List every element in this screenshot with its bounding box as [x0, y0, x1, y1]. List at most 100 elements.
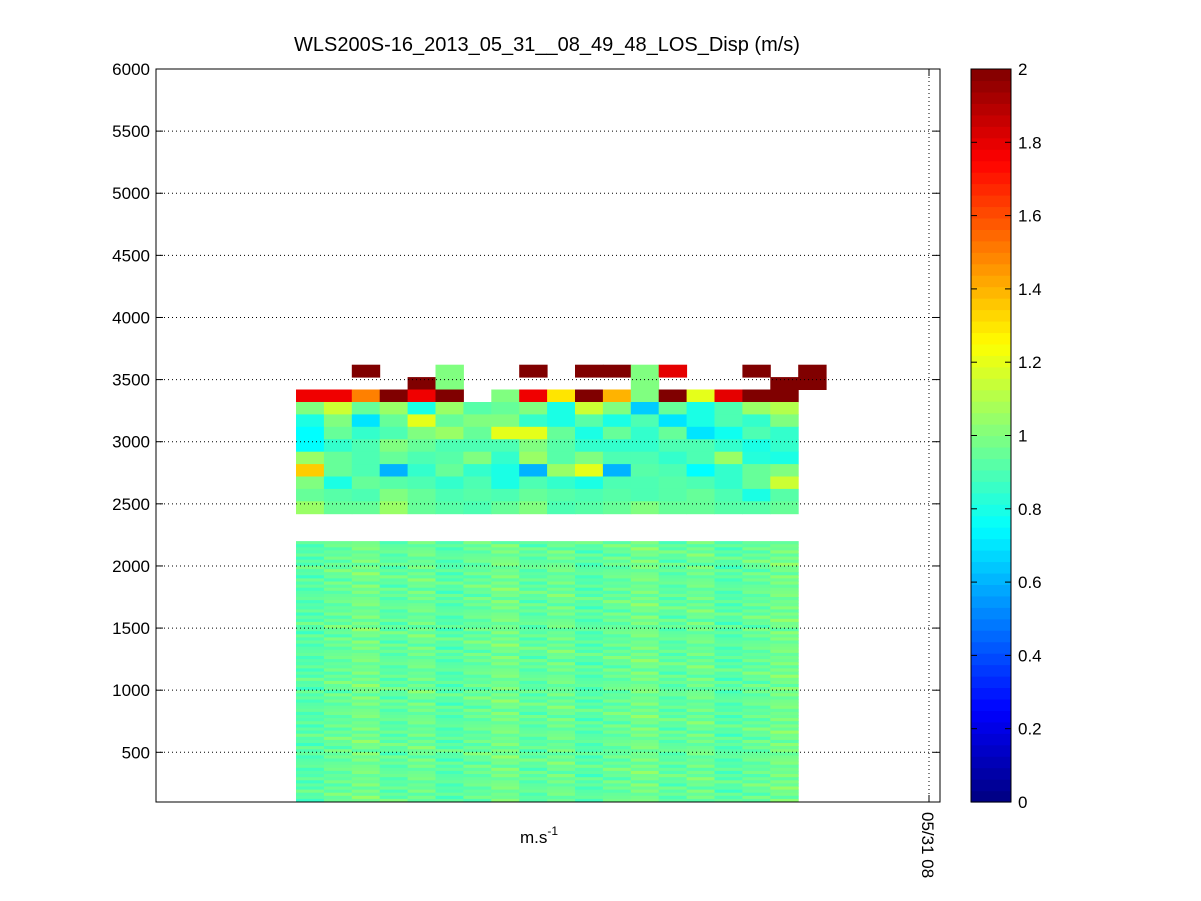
heatmap-cell — [435, 777, 464, 781]
heatmap-cell — [686, 615, 715, 620]
heatmap-cell — [463, 464, 492, 477]
heatmap-cell — [296, 587, 325, 592]
heatmap-cell — [686, 556, 715, 561]
heatmap-cell — [407, 389, 436, 403]
heatmap-cell — [658, 690, 688, 694]
heatmap-cell — [575, 730, 604, 735]
heatmap-cell — [351, 587, 381, 592]
heatmap-cell — [686, 621, 715, 626]
heatmap-cell — [519, 702, 548, 707]
heatmap-cell — [630, 702, 660, 707]
heatmap-cell — [379, 389, 409, 403]
heatmap-cell — [491, 476, 520, 490]
heatmap-cell — [602, 715, 632, 719]
heatmap-cell — [463, 736, 492, 741]
heatmap-cell — [770, 587, 799, 592]
heatmap-cell — [658, 643, 688, 648]
heatmap-cell — [714, 652, 743, 657]
heatmap-cell — [491, 677, 520, 682]
colorbar-segment — [971, 492, 1011, 505]
heatmap-cell — [602, 786, 632, 791]
heatmap-cell — [323, 708, 353, 713]
heatmap-cell — [379, 795, 409, 800]
heatmap-cell — [575, 721, 604, 725]
heatmap-cell — [742, 451, 771, 465]
heatmap-cell — [491, 674, 520, 679]
colorbar-segment — [971, 790, 1011, 803]
heatmap-cell — [519, 789, 548, 794]
heatmap-cell — [770, 786, 799, 791]
heatmap-cell — [351, 628, 381, 632]
heatmap-cell — [351, 625, 381, 629]
heatmap-cell — [714, 746, 743, 750]
heatmap-cell — [630, 699, 660, 704]
colorbar-segment — [971, 527, 1011, 540]
heatmap-cell — [575, 752, 604, 756]
heatmap-cell — [547, 476, 576, 490]
heatmap-cell — [323, 764, 353, 769]
heatmap-cell — [351, 640, 381, 645]
heatmap-cell — [686, 730, 715, 735]
heatmap-cell — [463, 590, 492, 595]
heatmap-cell — [463, 488, 492, 502]
heatmap-cell — [296, 755, 325, 759]
heatmap-cell — [575, 761, 604, 766]
heatmap-cell — [575, 708, 604, 713]
heatmap-cell — [407, 501, 436, 515]
heatmap-cell — [714, 389, 743, 403]
heatmap-cell — [407, 770, 436, 775]
heatmap-cell — [296, 634, 325, 638]
heatmap-cell — [435, 451, 464, 465]
heatmap-cell — [770, 702, 799, 707]
colorbar-segment — [971, 309, 1011, 322]
heatmap-cell — [575, 680, 604, 685]
heatmap-cell — [491, 451, 520, 465]
heatmap-cell — [296, 702, 325, 707]
heatmap-cell — [519, 547, 548, 551]
heatmap-cell — [296, 581, 325, 586]
heatmap-cell — [658, 792, 688, 797]
heatmap-cell — [770, 761, 799, 766]
heatmap-cell — [351, 786, 381, 791]
heatmap-cell — [435, 565, 464, 570]
heatmap-cell — [714, 631, 743, 635]
heatmap-cell — [491, 553, 520, 558]
heatmap-cell — [714, 708, 743, 713]
heatmap-cell — [547, 565, 576, 570]
heatmap-cell — [435, 770, 464, 775]
heatmap-cell — [547, 690, 576, 694]
heatmap-cell — [463, 718, 492, 722]
heatmap-cell — [658, 783, 688, 787]
heatmap-cell — [714, 749, 743, 753]
heatmap-cell — [630, 783, 660, 787]
heatmap-cell — [630, 634, 660, 638]
heatmap-cell — [742, 464, 771, 477]
colorbar-segment — [971, 710, 1011, 723]
heatmap-cell — [770, 640, 799, 645]
heatmap-cell — [547, 556, 576, 561]
heatmap-cell — [630, 774, 660, 778]
heatmap-cell — [463, 578, 492, 582]
heatmap-cell — [323, 476, 353, 490]
heatmap-cell — [519, 783, 548, 787]
heatmap-cell — [323, 715, 353, 719]
heatmap-cell — [602, 739, 632, 744]
y-tick-label: 1000 — [112, 681, 150, 700]
heatmap-cell — [575, 795, 604, 800]
heatmap-cell — [407, 780, 436, 784]
heatmap-cell — [296, 752, 325, 756]
heatmap-cell — [658, 402, 688, 415]
heatmap-cell — [770, 749, 799, 753]
heatmap-cell — [351, 547, 381, 551]
heatmap-cell — [575, 402, 604, 415]
heatmap-cell — [435, 665, 464, 669]
heatmap-cell — [547, 550, 576, 554]
heatmap-cell — [686, 770, 715, 775]
heatmap-cell — [435, 743, 464, 747]
heatmap-cell — [658, 389, 688, 403]
heatmap-cell — [379, 662, 409, 666]
heatmap-cell — [575, 733, 604, 738]
x-axis: m.s-1 05/31 08 — [520, 69, 937, 878]
heatmap-cell — [519, 550, 548, 554]
